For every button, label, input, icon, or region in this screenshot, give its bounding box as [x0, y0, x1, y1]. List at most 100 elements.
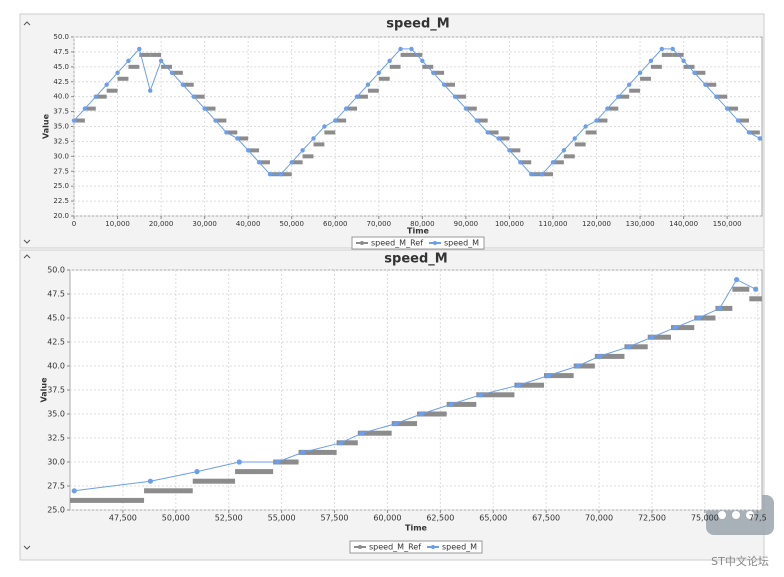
legend-marker [433, 241, 438, 245]
series-point [267, 172, 273, 177]
ref-step [647, 334, 672, 340]
series-point [289, 160, 294, 165]
ref-step [226, 130, 238, 135]
y-tick-label: 47.5 [53, 48, 69, 56]
ref-step [74, 118, 85, 123]
y-tick-label: 35.0 [53, 123, 69, 131]
y-tick-label: 37.5 [53, 108, 69, 116]
x-tick-label: 77,5 [749, 514, 767, 523]
ref-step [70, 497, 145, 503]
series-point [180, 82, 186, 87]
ref-step [400, 52, 412, 57]
ref-step [298, 449, 337, 455]
x-tick-label: 120,000 [582, 220, 611, 228]
y-tick-label: 50.0 [53, 33, 69, 41]
ref-step [150, 52, 162, 57]
series-point [670, 46, 675, 52]
ref-step [273, 459, 299, 465]
series-line [73, 47, 761, 175]
legend-label: speed_M [442, 543, 477, 552]
series-point [545, 373, 551, 379]
collapse-down[interactable] [23, 239, 31, 244]
x-tick-label: 140,000 [669, 220, 698, 228]
series-point [82, 106, 88, 111]
ref-step [357, 94, 368, 99]
ref-step [313, 142, 325, 147]
ref-step [182, 82, 194, 87]
series-point [452, 94, 458, 99]
x-tick-label: 80,000 [410, 220, 435, 228]
ref-step [335, 118, 347, 123]
ref-step [573, 363, 595, 369]
series-point [169, 70, 175, 76]
series-point [575, 363, 581, 369]
series-point [637, 70, 643, 76]
series-point [605, 106, 610, 111]
ref-step [476, 118, 488, 123]
series-point [387, 58, 392, 64]
ref-step [433, 70, 445, 75]
series-point [398, 46, 403, 52]
series-point [583, 124, 588, 129]
x-tick-label: 50,000 [279, 220, 304, 228]
series-point [418, 411, 424, 417]
series-point [474, 118, 479, 123]
chart-title: speed_M [384, 252, 447, 267]
ref-step [544, 373, 574, 379]
x-tick-label: 60,000 [323, 220, 348, 228]
series-point [278, 172, 284, 177]
series-point [158, 58, 164, 64]
collapse-up[interactable] [23, 21, 31, 26]
series-point [518, 160, 523, 165]
series-point [224, 130, 229, 135]
ref-step [574, 142, 586, 147]
y-tick-label: 30.0 [47, 458, 65, 467]
series-point [115, 70, 120, 76]
series-point [311, 136, 316, 141]
series-point [147, 478, 154, 484]
ref-step [509, 148, 521, 153]
ref-step [552, 160, 564, 165]
series-point [420, 58, 425, 64]
ref-step [465, 106, 477, 111]
collapse-up[interactable] [23, 254, 31, 259]
ref-step [650, 64, 662, 69]
legend-label: speed_M_Ref [369, 543, 421, 552]
series-point [71, 488, 77, 494]
y-tick-label: 30.0 [53, 152, 69, 160]
icon-dot [746, 511, 754, 519]
ref-step [235, 469, 274, 475]
x-tick-label: 52,500 [215, 514, 243, 523]
series-point [746, 130, 752, 135]
x-tick-label: 10,000 [105, 220, 130, 228]
ref-step [378, 76, 390, 81]
ref-step [259, 160, 270, 165]
ref-step [336, 440, 358, 446]
ref-step [694, 70, 706, 75]
x-tick-label: 60,000 [373, 514, 401, 523]
ref-step [128, 64, 140, 69]
series-point [236, 459, 242, 465]
series-point [757, 136, 763, 141]
series-point [409, 46, 414, 52]
icon-dot [718, 511, 726, 519]
ref-step [596, 118, 608, 123]
x-tick-label: 150,000 [713, 220, 742, 228]
collapse-down[interactable] [23, 545, 31, 550]
series-point [626, 82, 632, 87]
series-point [202, 106, 207, 111]
x-tick-label: 72,500 [638, 514, 666, 523]
ref-step [585, 130, 597, 135]
ref-step [324, 130, 336, 135]
x-tick-label: 70,000 [585, 514, 613, 523]
series-point [714, 94, 719, 99]
ref-step [563, 154, 575, 159]
series-point [256, 160, 262, 165]
legend-label: speed_M_Ref [371, 239, 423, 248]
series-point [93, 94, 98, 99]
series-point [322, 124, 327, 129]
series-point [359, 430, 365, 436]
ref-step [95, 94, 107, 99]
series-point [735, 118, 741, 123]
